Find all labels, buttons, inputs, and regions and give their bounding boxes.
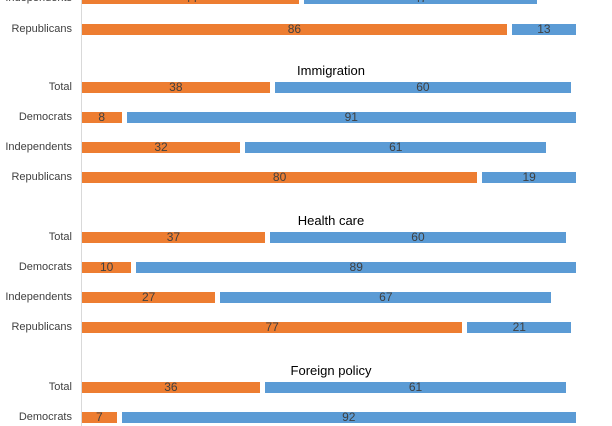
bar-approve: [126, 112, 577, 123]
data-label-approve: 19: [522, 170, 536, 184]
row-label: Independents: [5, 141, 72, 153]
bar-disapprove: [82, 142, 241, 153]
row-label: Independents: [5, 0, 72, 4]
data-label-approve: 89: [349, 260, 363, 274]
bar-disapprove: [82, 322, 463, 333]
section-title: Foreign policy: [290, 363, 372, 378]
section-title: Immigration: [297, 63, 365, 78]
bar-approve: [264, 382, 567, 393]
bar-disapprove: [82, 262, 132, 273]
bar-disapprove: [82, 24, 507, 35]
data-label-approve: 61: [389, 140, 403, 154]
category-axis-line: [81, 0, 82, 426]
data-label-approve: 60: [411, 230, 425, 244]
bar-approve: [482, 172, 577, 183]
section-title: Health care: [297, 213, 365, 228]
data-label-disapprove: 38: [169, 80, 183, 94]
data-label-approve: 13: [537, 22, 551, 36]
data-label-disapprove: 36: [164, 380, 178, 394]
bar-approve: [121, 412, 577, 423]
bar-approve: [304, 0, 537, 4]
data-label-approve: 61: [408, 380, 423, 394]
data-label-disapprove: 80: [272, 170, 287, 184]
data-label-disapprove: 7: [95, 410, 103, 424]
bar-disapprove: [82, 292, 216, 303]
data-label-approve: 91: [344, 110, 358, 124]
bar-approve: [136, 262, 577, 273]
bar-disapprove: [82, 0, 300, 4]
data-label-approve: 92: [342, 410, 356, 424]
data-label-disapprove: 86: [287, 22, 302, 36]
row-label: Total: [48, 81, 72, 93]
data-label-approve: 47: [414, 0, 427, 5]
bar-approve: [245, 142, 547, 153]
bar-approve: [220, 292, 552, 303]
row-label: Republicans: [11, 171, 72, 183]
row-label: Democrats: [18, 411, 72, 423]
data-label-disapprove: 44: [184, 0, 197, 5]
bar-approve: [269, 232, 567, 243]
row-label: Democrats: [18, 111, 72, 123]
data-label-approve: 60: [416, 80, 430, 94]
bar-disapprove: [82, 112, 122, 123]
data-label-disapprove: 27: [142, 290, 156, 304]
row-label: Democrats: [18, 261, 72, 273]
data-label-approve: 21: [512, 320, 526, 334]
bar-disapprove: [82, 412, 117, 423]
row-label: Total: [48, 231, 72, 243]
data-label-disapprove: 37: [166, 230, 181, 244]
data-label-disapprove: 10: [100, 260, 114, 274]
row-label: Total: [48, 381, 72, 393]
data-label-disapprove: 77: [265, 320, 279, 334]
row-label: Republicans: [11, 23, 72, 35]
row-label: Independents: [5, 291, 72, 303]
data-label-disapprove: 32: [154, 140, 168, 154]
bar-approve: [274, 82, 572, 93]
bar-disapprove: [82, 82, 270, 93]
row-label: Republicans: [11, 321, 72, 333]
bar-approve: [511, 24, 577, 35]
bar-disapprove: [82, 232, 265, 243]
bar-approve: [467, 322, 572, 333]
bar-disapprove: [82, 172, 478, 183]
data-label-disapprove: 8: [98, 110, 106, 124]
data-label-approve: 67: [379, 290, 393, 304]
bar-disapprove: [82, 382, 260, 393]
